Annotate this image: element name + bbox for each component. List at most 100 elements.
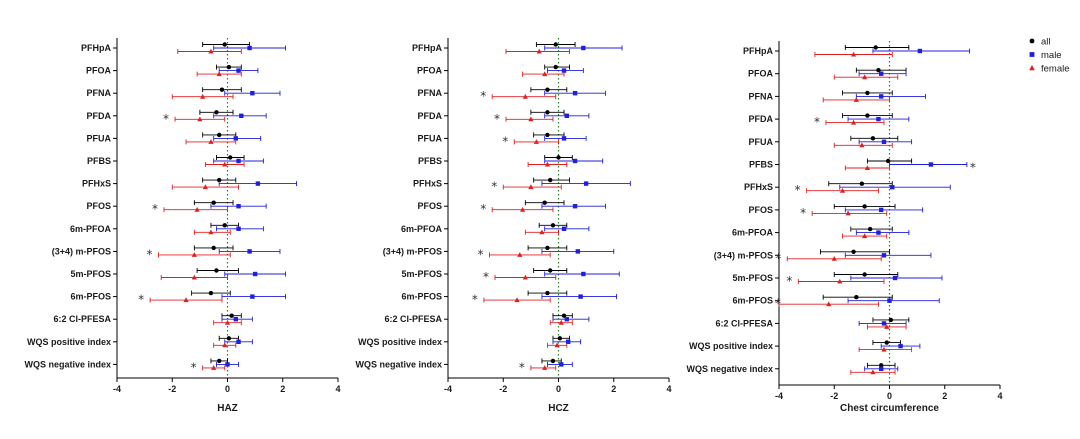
x-tick-label: -2 [830,391,838,401]
significance-marker: * [138,293,144,307]
category-label: 6m-PFOS [732,296,773,306]
point-all [873,45,878,50]
point-female [558,319,564,325]
point-female [884,324,890,329]
point-female [862,74,868,80]
point-female [194,206,200,212]
category-label: WQS positive index [27,337,111,347]
point-all [226,336,232,341]
point-female [208,229,214,235]
point-male [881,139,887,144]
point-all [550,223,556,228]
category-label: (3+4) m-PFOS [714,250,773,260]
category-label: PFOS [748,205,773,215]
point-male [917,48,923,54]
point-male [236,226,241,231]
point-all [548,177,553,183]
point-female [528,184,534,190]
x-tick-label: -2 [499,384,507,394]
point-all [217,358,222,364]
point-male [236,339,241,344]
category-label: (3+4) m-PFOS [383,246,442,256]
significance-marker: * [146,247,152,261]
point-male [225,362,230,367]
point-all [865,113,870,118]
point-all [211,245,216,251]
point-female [183,297,189,303]
point-all [859,181,865,186]
point-female [859,142,865,148]
point-male [572,158,578,164]
x-tick-label: 0 [225,384,230,394]
point-male [898,343,903,349]
point-all [545,245,550,251]
point-female [542,365,548,370]
forest-plot-3: -4 -2 0 2 4 Chest circumference PFHpA PFOA PFNA P… [686,41,1003,414]
point-all [550,358,556,364]
series-all [524,42,576,364]
point-male [890,185,895,190]
point-female [542,71,548,77]
category-label: WQS negative index [686,364,773,374]
point-female [514,297,520,303]
point-male [876,230,881,235]
point-male [578,294,583,299]
point-all [211,200,216,205]
point-male [572,204,578,209]
point-male [564,317,569,322]
point-male [236,68,241,73]
significance-marker: * [191,360,197,374]
point-female [536,48,542,54]
point-all [214,110,219,115]
point-all [854,295,859,300]
point-male [233,136,238,141]
point-male [879,366,884,371]
point-female [539,229,545,235]
category-label: 6:2 Cl-PFESA [715,318,773,328]
x-axis-label: Chest circumference [840,403,939,414]
point-male [581,271,586,277]
point-all [208,290,214,296]
significance-marker: * [970,161,976,175]
point-female [216,71,222,77]
point-male [559,362,564,367]
category-label: PFUA [87,133,112,143]
significance-marker: * [491,180,497,194]
significance-marker: * [795,183,801,197]
category-label: PFHxS [82,179,111,189]
point-female [522,274,528,280]
point-female [826,301,832,307]
category-label: 6:2 Cl-PFESA [384,314,442,324]
point-female [850,119,857,125]
legend-marker-circle [1029,38,1035,44]
point-male [252,271,258,277]
category-label: 6m-PFOA [732,228,774,238]
point-female [208,139,214,144]
category-label: PFBS [418,156,442,166]
category-label: PFDA [87,111,112,121]
point-male [572,91,578,96]
category-label: PFBS [87,156,111,166]
significance-marker: * [775,251,781,265]
series-female [483,48,573,371]
point-male [879,94,884,99]
point-male [239,113,244,118]
series-male [541,45,631,367]
category-label: 6:2 Cl-PFESA [53,314,111,324]
point-male [928,162,934,167]
point-male [876,116,881,122]
point-male [250,91,255,96]
point-female [519,206,526,212]
point-all [862,272,867,277]
category-label: PFNA [418,88,443,98]
legend-marker-triangle [1029,65,1035,71]
point-male [561,68,567,73]
point-male [881,253,887,258]
point-all [219,87,225,92]
x-tick-label: 0 [556,384,561,394]
category-label: PFOA [417,66,443,76]
significance-marker: * [483,270,489,284]
significance-marker: * [786,274,792,288]
point-female [211,365,217,370]
legend-label: female [1041,64,1070,75]
